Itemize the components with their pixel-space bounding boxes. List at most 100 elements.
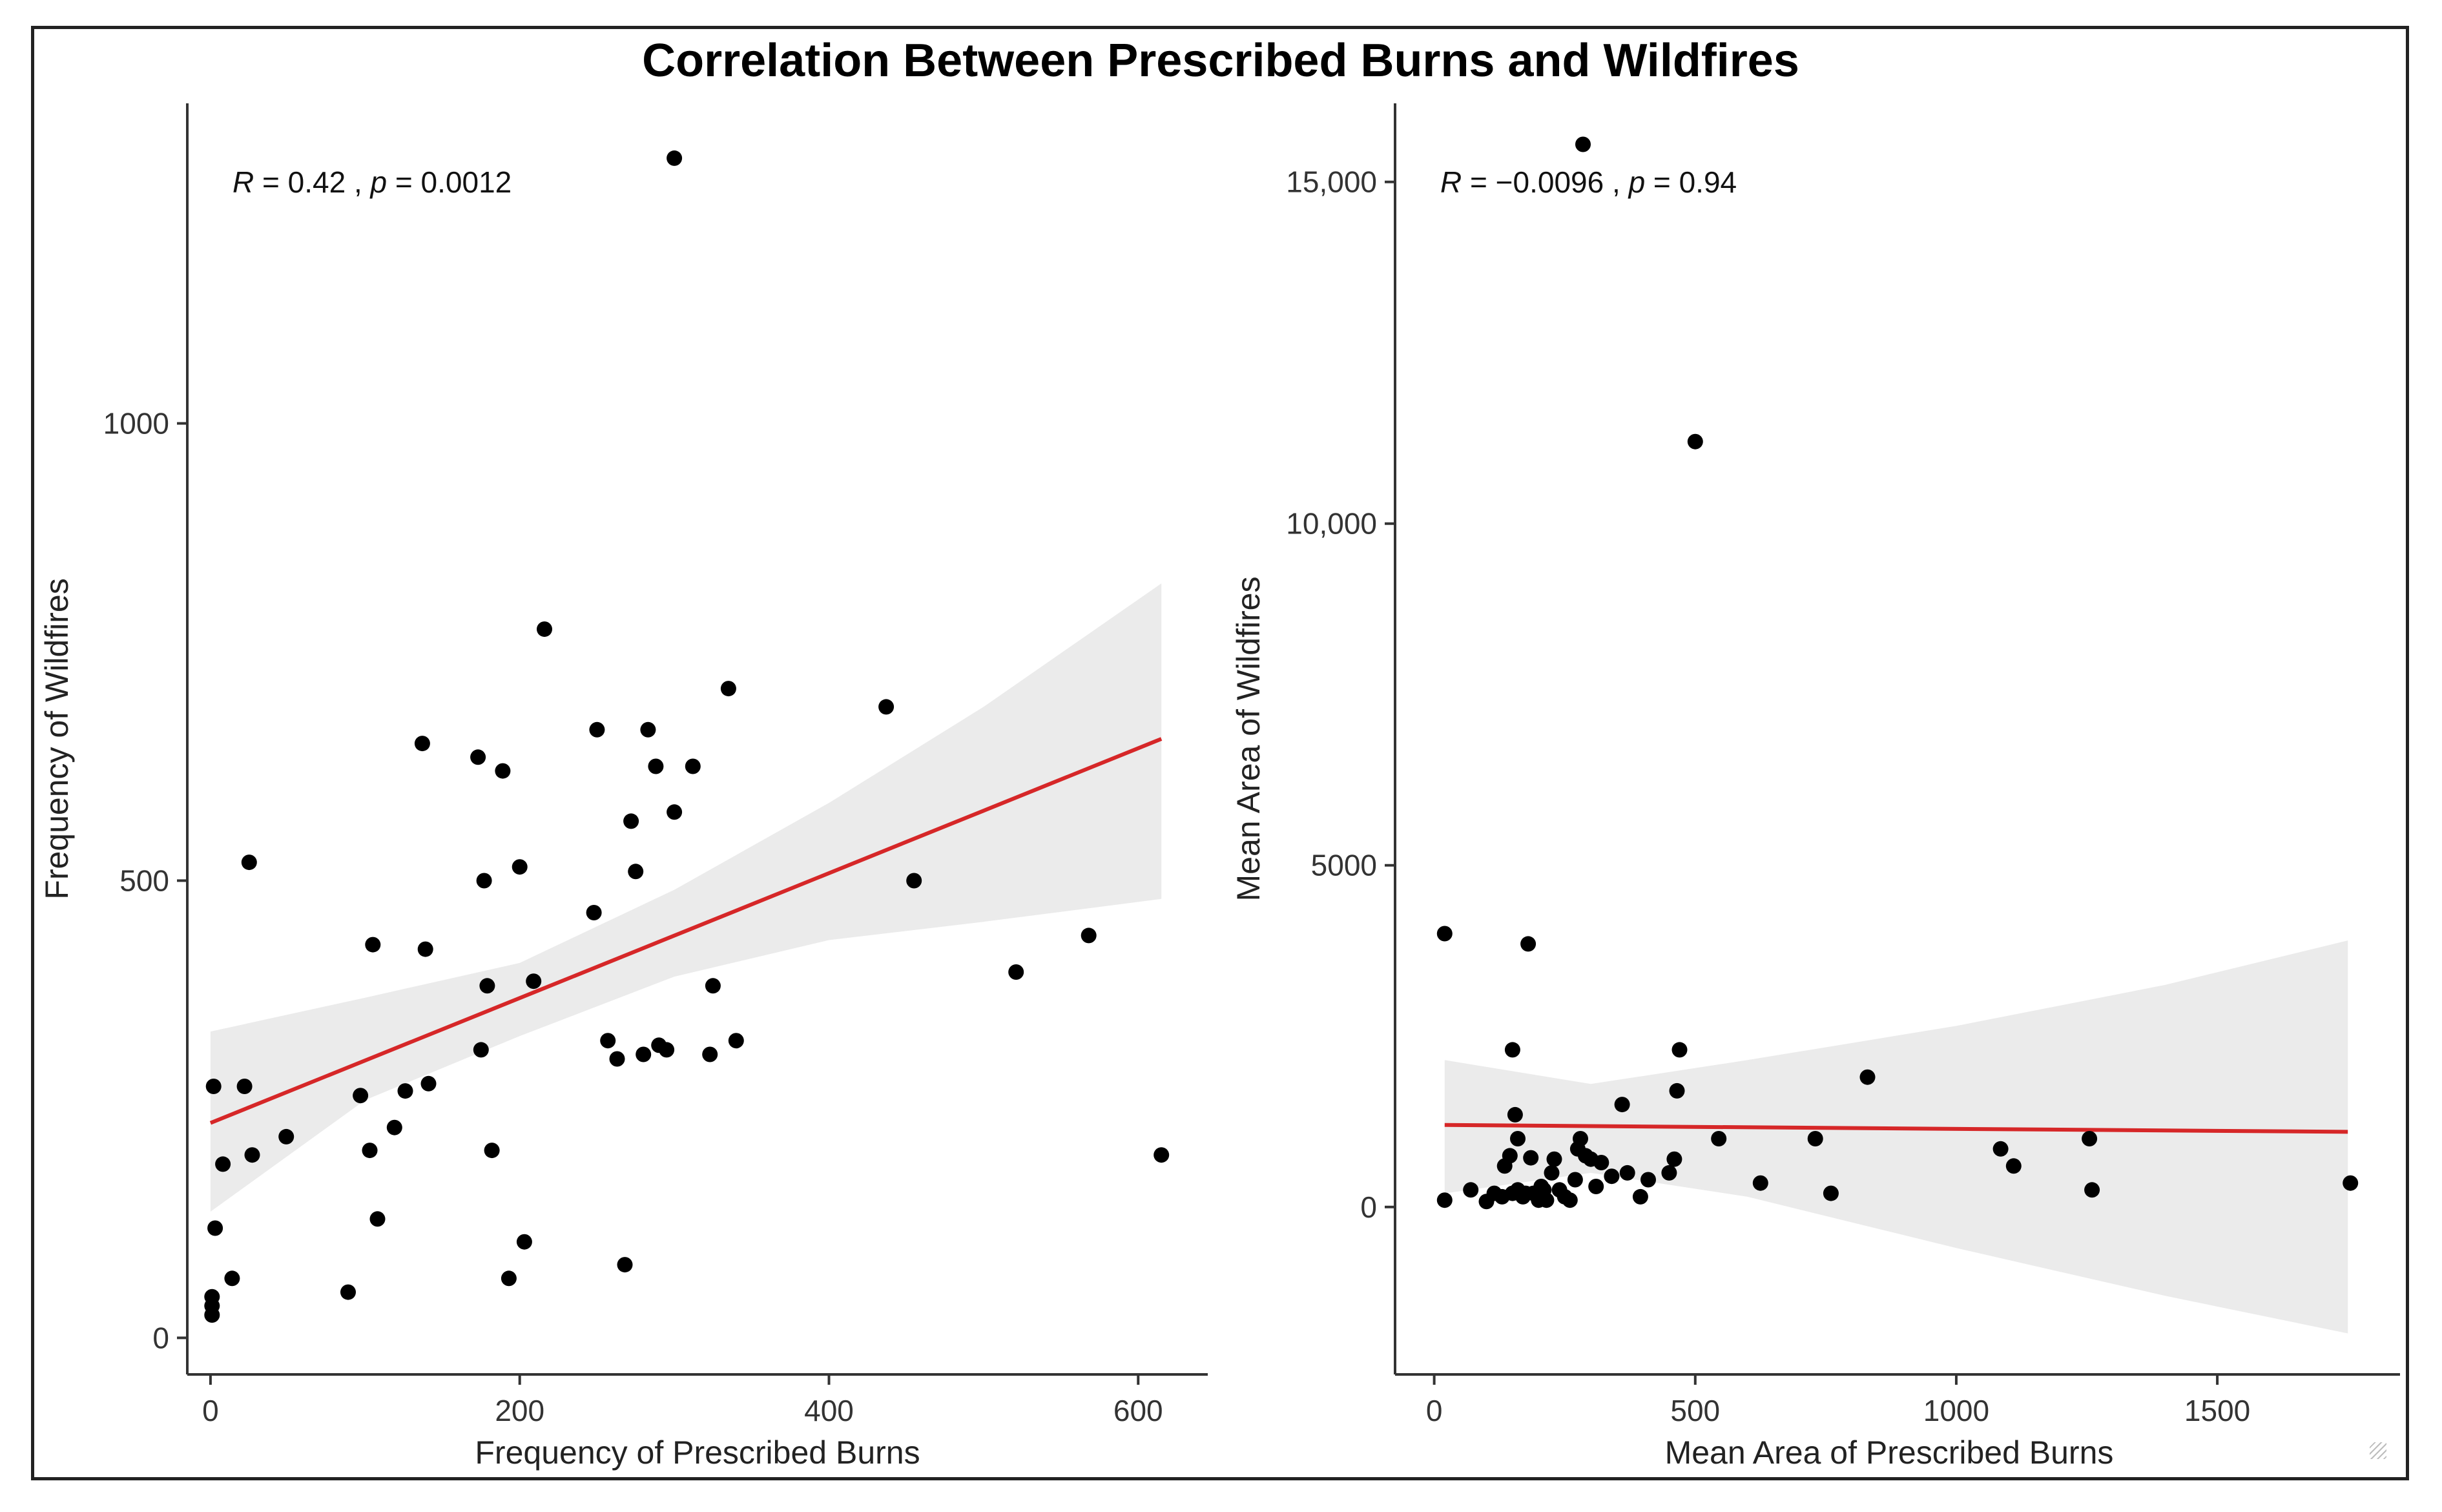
left-data-point — [537, 621, 552, 637]
right-data-point — [1510, 1131, 1526, 1146]
left-data-point — [417, 941, 433, 957]
right-data-point — [1588, 1179, 1604, 1194]
left-data-point — [241, 854, 257, 871]
left-data-point — [720, 681, 736, 697]
annotation-value: = −0.0096 , — [1462, 165, 1628, 199]
right-data-point — [1575, 136, 1591, 152]
annotation-symbol: p — [369, 165, 388, 199]
left-data-point — [728, 1033, 744, 1049]
left-x-tick-label: 400 — [804, 1394, 854, 1427]
right-data-point — [1544, 1165, 1560, 1181]
left-data-point — [420, 1075, 437, 1092]
right-data-point — [1859, 1069, 1876, 1085]
left-y-tick-label: 500 — [119, 864, 169, 897]
right-y-tick-label: 15,000 — [1286, 165, 1377, 199]
left-x-tick-label: 200 — [495, 1394, 544, 1427]
left-data-point — [636, 1046, 652, 1062]
left-data-point — [473, 1042, 489, 1058]
left-data-point — [516, 1234, 532, 1250]
left-data-point — [705, 978, 721, 994]
right-data-point — [1507, 1106, 1523, 1123]
left-data-point — [365, 937, 381, 953]
left-data-point — [1081, 927, 1097, 944]
right-data-point — [1661, 1165, 1677, 1181]
left-data-point — [476, 873, 492, 889]
right-data-point — [1520, 936, 1537, 952]
left-y-axis-label: Frequency of Wildfires — [39, 578, 75, 899]
left-data-point — [512, 859, 528, 875]
right-data-point — [1807, 1131, 1823, 1146]
left-data-point — [470, 749, 486, 765]
annotation-symbol: R — [1440, 165, 1462, 199]
right-data-point — [2082, 1131, 2098, 1146]
left-panel: 0 200 400 600 0 500 1000 Frequency of Prescribe… — [39, 103, 1208, 1471]
right-data-point — [1436, 926, 1453, 942]
right-x-axis-label: Mean Area of Prescribed Burns — [1665, 1434, 2114, 1471]
right-data-point — [2084, 1182, 2100, 1198]
left-data-point — [353, 1088, 369, 1104]
right-data-point — [1687, 433, 1703, 450]
left-data-point — [609, 1051, 625, 1067]
right-data-point — [1567, 1172, 1583, 1188]
left-data-point — [205, 1079, 222, 1094]
left-data-point — [215, 1156, 231, 1172]
left-data-point — [414, 736, 430, 752]
left-data-point — [340, 1284, 356, 1300]
right-data-point — [1632, 1188, 1648, 1205]
right-data-point — [1504, 1042, 1520, 1058]
left-data-point — [667, 150, 683, 166]
right-data-point — [1593, 1155, 1609, 1170]
right-data-point — [1823, 1185, 1839, 1201]
right-data-point — [1614, 1097, 1630, 1113]
resize-grip-icon — [2370, 1442, 2386, 1459]
left-data-point — [1008, 964, 1024, 980]
annotation-value: = 0.0012 — [387, 165, 512, 199]
left-data-point — [648, 758, 664, 774]
left-correlation-annotation: R = 0.42 , p = 0.0012 — [233, 165, 512, 199]
right-y-tick-label: 0 — [1360, 1190, 1377, 1224]
left-regression-line — [209, 737, 1163, 1125]
right-regression-line — [1444, 1123, 2348, 1134]
right-y-axis-label: Mean Area of Wildfires — [1230, 577, 1267, 902]
right-x-tick-label: 1500 — [2184, 1394, 2250, 1427]
right-data-point — [1562, 1192, 1578, 1208]
annotation-symbol: R — [233, 165, 254, 199]
left-data-point — [1154, 1147, 1170, 1163]
left-data-point — [224, 1270, 240, 1287]
left-data-point — [244, 1147, 260, 1163]
annotation-value: = 0.42 , — [254, 165, 370, 199]
left-data-point — [623, 813, 639, 829]
right-correlation-annotation: R = −0.0096 , p = 0.94 — [1440, 165, 1737, 199]
left-data-point — [204, 1307, 220, 1323]
right-data-point — [2343, 1175, 2359, 1191]
left-data-point — [236, 1079, 253, 1094]
right-data-point — [1752, 1175, 1768, 1191]
left-data-point — [278, 1128, 295, 1144]
right-data-point — [1992, 1141, 2009, 1157]
left-data-point — [667, 804, 683, 820]
left-data-point — [878, 699, 895, 715]
right-data-point — [1604, 1168, 1620, 1185]
chart-title: Correlation Between Prescribed Burns and… — [642, 35, 1799, 87]
left-data-point — [362, 1143, 378, 1159]
right-data-point — [1669, 1082, 1685, 1099]
left-data-point — [906, 873, 922, 889]
left-confidence-band — [210, 583, 1162, 1212]
right-data-point — [1436, 1192, 1453, 1208]
left-x-tick-label: 600 — [1113, 1394, 1163, 1427]
left-x-tick-label: 0 — [202, 1394, 219, 1427]
right-data-point — [1619, 1165, 1635, 1181]
left-data-point — [617, 1257, 633, 1273]
right-data-point — [1523, 1150, 1539, 1166]
left-data-point — [600, 1033, 616, 1049]
left-data-point — [207, 1220, 223, 1236]
right-y-tick-label: 10,000 — [1286, 507, 1377, 541]
right-data-point — [1666, 1151, 1682, 1167]
right-panel: 0 500 1000 1500 0 5000 10,000 15,000 Mean Area o… — [1230, 103, 2400, 1471]
left-data-point — [526, 973, 542, 989]
left-data-point — [589, 721, 605, 738]
left-data-point — [397, 1083, 413, 1099]
left-data-point — [479, 978, 495, 994]
right-data-point — [1711, 1131, 1727, 1146]
